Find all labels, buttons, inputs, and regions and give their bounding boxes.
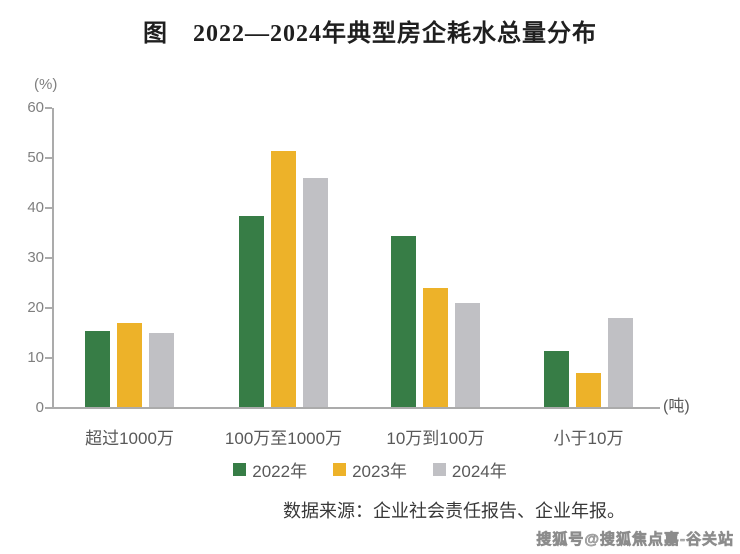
- chart-title: 图 2022—2024年典型房企耗水总量分布: [143, 21, 597, 47]
- legend-swatch-icon: [233, 463, 247, 476]
- x-category-label: 小于10万: [553, 429, 624, 448]
- chart-legend: 2022年 2023年 2024年: [0, 457, 740, 482]
- bar-2022年-10万到100万: [391, 235, 416, 408]
- legend-swatch-icon: [432, 463, 446, 476]
- bar-2024年-100万至1000万: [303, 178, 328, 408]
- y-tick-mark: [45, 257, 52, 259]
- legend-label: 2022年: [252, 462, 308, 481]
- bar-2022年-100万至1000万: [239, 215, 264, 408]
- legend-label: 2024年: [451, 462, 507, 481]
- legend-swatch-icon: [333, 463, 347, 476]
- y-tick-label: 40: [27, 199, 44, 216]
- y-axis-unit-label: (%): [34, 76, 58, 93]
- legend-item: 2023年: [333, 457, 407, 482]
- y-tick-mark: [45, 307, 52, 309]
- data-source-note: 数据来源：企业社会责任报告、企业年报。: [283, 501, 625, 521]
- x-axis-line: [52, 407, 660, 409]
- bar-2022年-超过1000万: [85, 330, 110, 408]
- x-category-label: 10万到100万: [386, 429, 485, 448]
- y-tick-label: 30: [27, 249, 44, 266]
- x-category-label: 100万至1000万: [224, 429, 343, 448]
- y-tick-mark: [45, 407, 52, 409]
- legend-item: 2024年: [432, 457, 507, 482]
- bar-2024年-小于10万: [608, 318, 633, 408]
- y-tick-label: 50: [27, 149, 44, 166]
- y-tick-mark: [45, 357, 52, 359]
- y-tick-label: 60: [27, 99, 44, 116]
- bar-2024年-超过1000万: [149, 333, 174, 408]
- bar-2024年-10万到100万: [455, 303, 480, 408]
- sohu-watermark: 搜狐号@搜狐焦点嘉-谷关站: [536, 531, 734, 549]
- bar-2023年-超过1000万: [117, 323, 142, 408]
- legend-label: 2023年: [352, 462, 407, 481]
- bar-2023年-100万至1000万: [271, 150, 296, 408]
- bar-2023年-10万到100万: [423, 288, 448, 408]
- x-category-label: 超过1000万: [85, 429, 174, 448]
- y-tick-mark: [45, 207, 52, 209]
- y-tick-label: 20: [27, 299, 44, 316]
- x-axis-unit-label: (吨): [663, 398, 690, 415]
- y-tick-label: 10: [27, 349, 44, 366]
- bar-2022年-小于10万: [544, 350, 569, 408]
- legend-item: 2022年: [233, 457, 307, 482]
- y-axis-line: [52, 108, 54, 408]
- y-tick-label: 0: [35, 399, 44, 416]
- y-tick-mark: [45, 107, 52, 109]
- bar-2023年-小于10万: [576, 373, 601, 408]
- y-tick-mark: [45, 157, 52, 159]
